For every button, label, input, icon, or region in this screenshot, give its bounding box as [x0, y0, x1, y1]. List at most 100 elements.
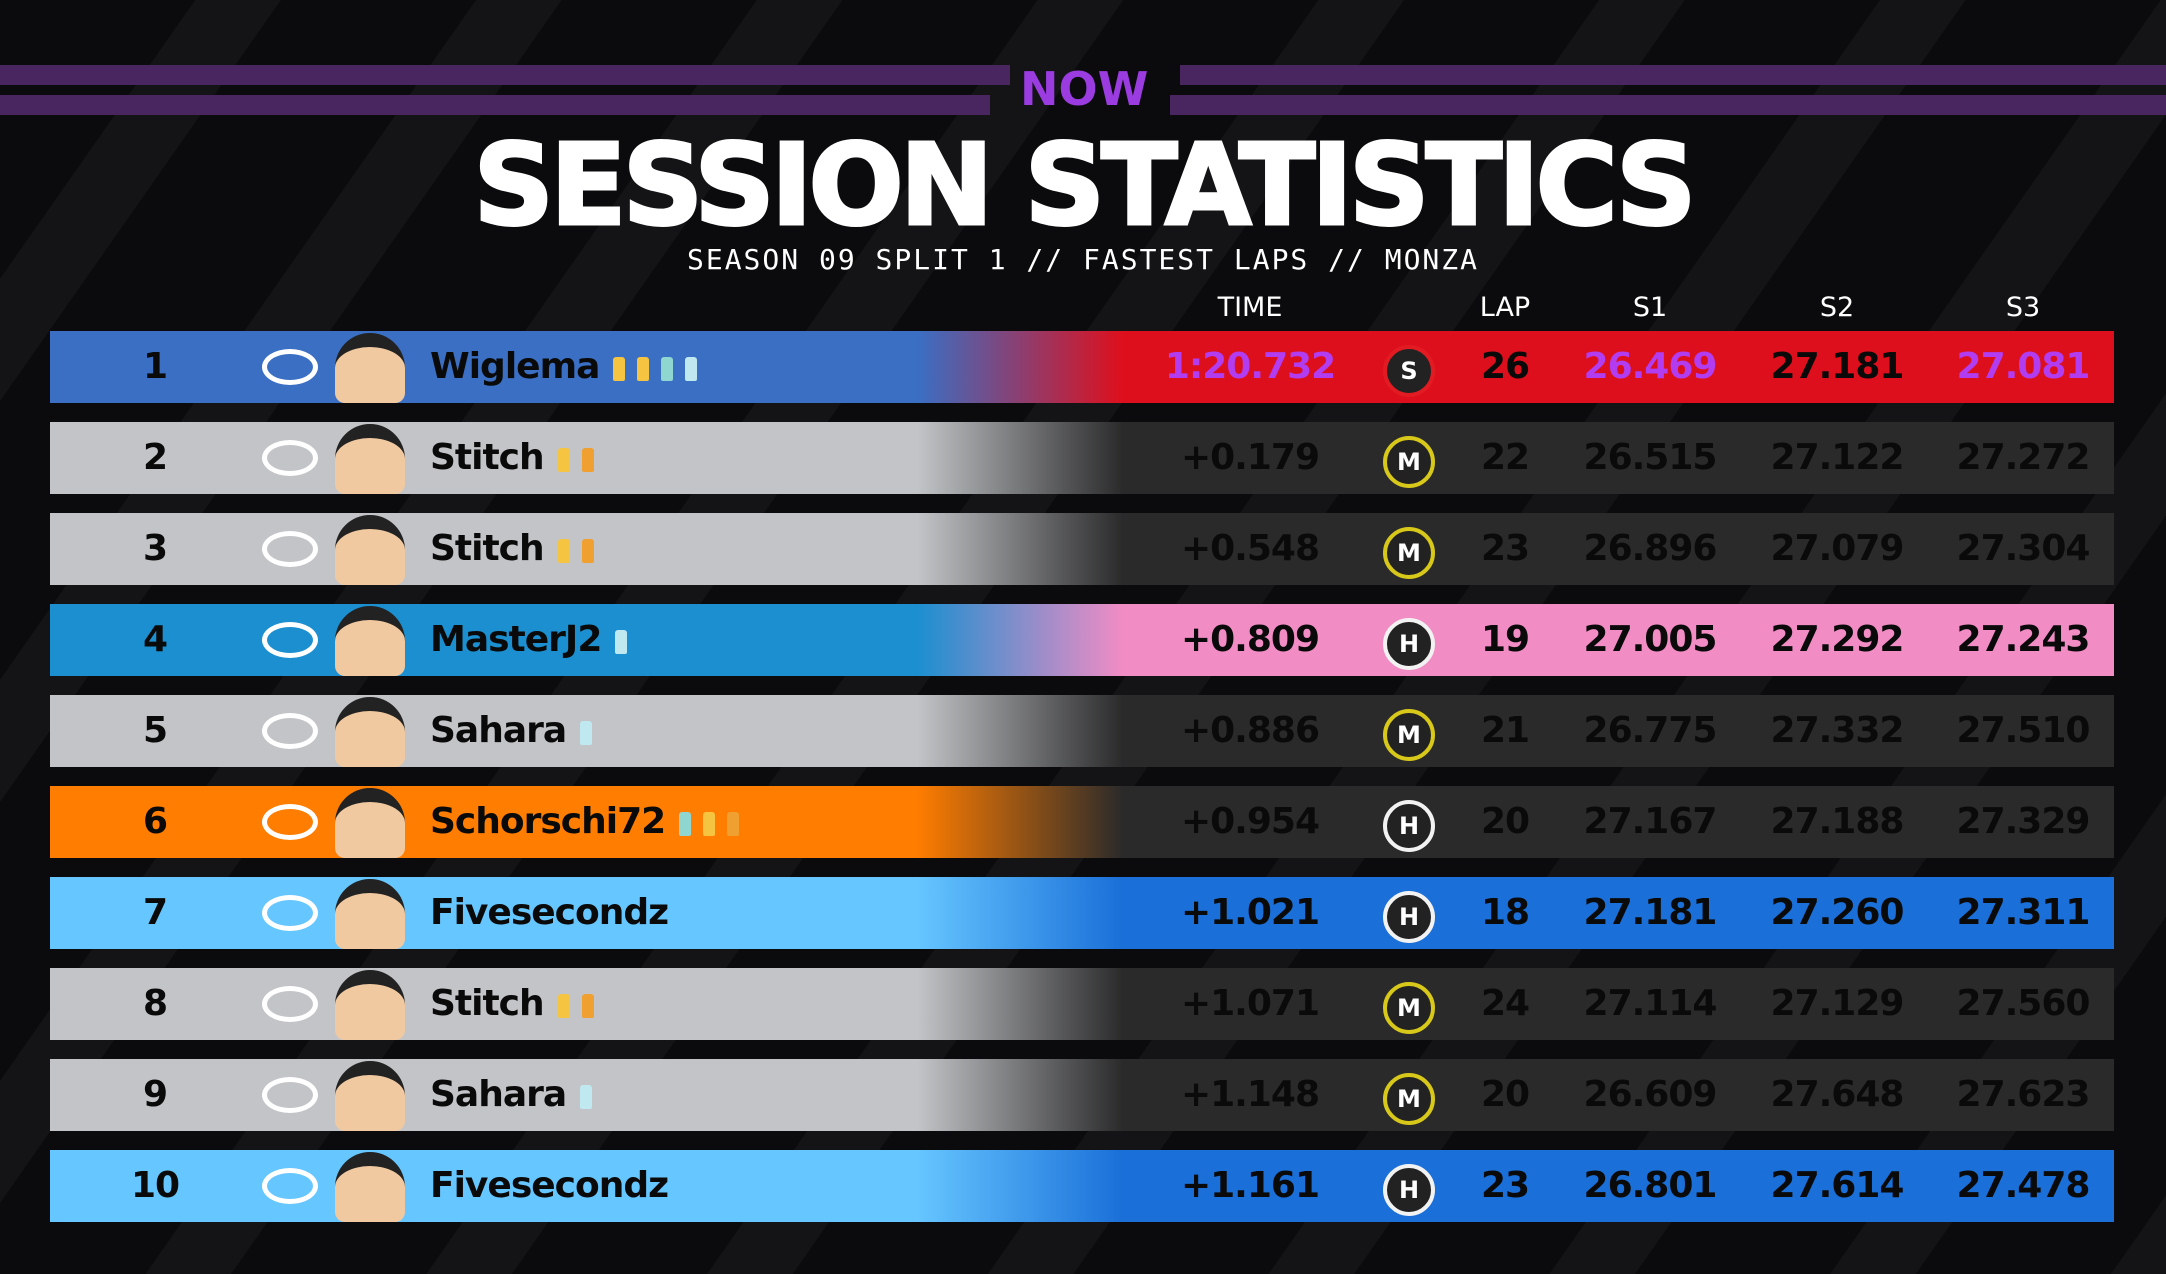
team-logo — [262, 531, 318, 567]
team-logo — [262, 440, 318, 476]
tyre-icon: M — [1383, 1073, 1435, 1125]
cell-s1: 26.609 — [1583, 1074, 1718, 1115]
cell-s3: 27.243 — [1956, 619, 2091, 660]
team-logo — [262, 986, 318, 1022]
cell-s3: 27.329 — [1956, 801, 2091, 842]
position: 5 — [142, 710, 168, 751]
cell-s1: 26.469 — [1583, 346, 1718, 387]
table-row: 5 Sahara +0.886 21 26.775 27.332 27.510 M — [50, 695, 2114, 767]
cell-lap: 23 — [1480, 1165, 1530, 1206]
driver-name: Sahara — [430, 710, 567, 751]
cell-s3: 27.560 — [1956, 983, 2091, 1024]
cell-s1: 26.515 — [1583, 437, 1718, 478]
cell-s1: 27.005 — [1583, 619, 1718, 660]
position: 1 — [142, 346, 168, 387]
driver-avatar — [335, 606, 405, 676]
cell-s2: 27.079 — [1770, 528, 1905, 569]
position: 10 — [130, 1165, 180, 1206]
cell-lap: 23 — [1480, 528, 1530, 569]
subtitle: SEASON 09 SPLIT 1 // FASTEST LAPS // MON… — [686, 243, 1479, 276]
table-row: 1 Wiglema 1:20.732 26 26.469 27.181 27.081 S — [50, 331, 2114, 403]
column-header: S2 — [1819, 292, 1855, 323]
driver-name: Schorschi72 — [430, 801, 666, 842]
cell-time: +1.071 — [1180, 983, 1320, 1024]
cell-time: +0.886 — [1180, 710, 1320, 751]
title: SESSION STATISTICS — [472, 121, 1698, 251]
cell-s3: 27.510 — [1956, 710, 2091, 751]
cell-time: 1:20.732 — [1164, 346, 1336, 387]
table-row: 8 Stitch +1.071 24 27.114 27.129 27.560 M — [50, 968, 2114, 1040]
badge — [558, 448, 570, 472]
header-stripe — [1170, 95, 2166, 115]
position: 6 — [142, 801, 168, 842]
badge — [580, 721, 592, 745]
driver-name: Wiglema — [430, 346, 600, 387]
cell-lap: 20 — [1480, 801, 1530, 842]
cell-lap: 19 — [1480, 619, 1530, 660]
badge — [613, 357, 625, 381]
cell-time: +0.809 — [1180, 619, 1320, 660]
column-header: S3 — [2005, 292, 2041, 323]
tyre-icon: M — [1383, 709, 1435, 761]
driver-name: Stitch — [430, 528, 545, 569]
cell-time: +0.954 — [1180, 801, 1320, 842]
cell-s1: 27.181 — [1583, 892, 1718, 933]
tyre-icon: M — [1383, 982, 1435, 1034]
position: 3 — [142, 528, 168, 569]
cell-s3: 27.081 — [1956, 346, 2091, 387]
cell-time: +1.021 — [1180, 892, 1320, 933]
badge — [661, 357, 673, 381]
cell-lap: 18 — [1480, 892, 1530, 933]
badge — [582, 539, 594, 563]
badge — [582, 448, 594, 472]
badge — [637, 357, 649, 381]
table-row: 2 Stitch +0.179 22 26.515 27.122 27.272 M — [50, 422, 2114, 494]
header-stripe — [1180, 65, 2166, 85]
cell-s2: 27.292 — [1770, 619, 1905, 660]
position: 4 — [142, 619, 168, 660]
cell-lap: 26 — [1480, 346, 1530, 387]
badge — [615, 630, 627, 654]
cell-s1: 27.167 — [1583, 801, 1718, 842]
tyre-icon: H — [1383, 891, 1435, 943]
cell-s3: 27.311 — [1956, 892, 2091, 933]
cell-s1: 26.801 — [1583, 1165, 1718, 1206]
cell-lap: 21 — [1480, 710, 1530, 751]
logo: NOW — [1020, 62, 1149, 116]
cell-s1: 27.114 — [1583, 983, 1718, 1024]
cell-s3: 27.272 — [1956, 437, 2091, 478]
cell-s3: 27.623 — [1956, 1074, 2091, 1115]
cell-s2: 27.129 — [1770, 983, 1905, 1024]
cell-lap: 24 — [1480, 983, 1530, 1024]
position: 8 — [142, 983, 168, 1024]
driver-name: Fivesecondz — [430, 892, 669, 933]
tyre-icon: H — [1383, 618, 1435, 670]
driver-name: Fivesecondz — [430, 1165, 669, 1206]
cell-s1: 26.775 — [1583, 710, 1718, 751]
cell-time: +0.179 — [1180, 437, 1320, 478]
driver-name: Stitch — [430, 437, 545, 478]
header-stripe — [0, 95, 990, 115]
badge — [727, 812, 739, 836]
driver-avatar — [335, 424, 405, 494]
cell-s2: 27.614 — [1770, 1165, 1905, 1206]
tyre-icon: M — [1383, 527, 1435, 579]
cell-s2: 27.648 — [1770, 1074, 1905, 1115]
team-logo — [262, 713, 318, 749]
team-logo — [262, 895, 318, 931]
table-row: 6 Schorschi72 +0.954 20 27.167 27.188 27.329 H — [50, 786, 2114, 858]
table-row: 10 Fivesecondz +1.161 23 26.801 27.614 27.478 H — [50, 1150, 2114, 1222]
cell-s3: 27.304 — [1956, 528, 2091, 569]
cell-s2: 27.122 — [1770, 437, 1905, 478]
table-row: 3 Stitch +0.548 23 26.896 27.079 27.304 M — [50, 513, 2114, 585]
driver-avatar — [335, 1152, 405, 1222]
driver-avatar — [335, 333, 405, 403]
badge — [558, 994, 570, 1018]
team-logo — [262, 622, 318, 658]
cell-time: +0.548 — [1180, 528, 1320, 569]
driver-avatar — [335, 1061, 405, 1131]
driver-avatar — [335, 788, 405, 858]
cell-lap: 20 — [1480, 1074, 1530, 1115]
team-logo — [262, 1077, 318, 1113]
